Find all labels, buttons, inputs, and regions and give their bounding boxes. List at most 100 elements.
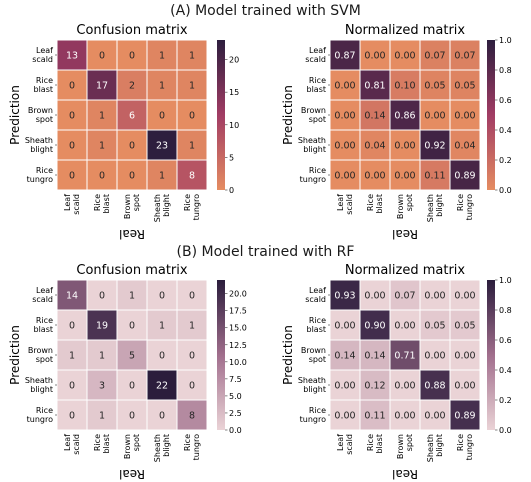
heatmap-cell [449, 339, 481, 371]
column-tick-label: Leafscald [336, 194, 354, 215]
colorbar-tick-label: 0.4 [499, 366, 512, 375]
svm-normalized-matrix-heatmap: Normalized matrix 0.87 0.00 0.00 0.07 0.07 0.0… [281, 23, 512, 241]
colorbar-tick-label: 15 [229, 88, 239, 97]
colorbar-tick-label: 10 [229, 121, 239, 130]
colorbar-tick-label: 5.0 [229, 392, 242, 401]
cell-value-label: 0 [159, 351, 165, 362]
heatmap-cell [449, 39, 481, 71]
colorbar-tick-label: 0.2 [499, 396, 512, 405]
heatmap-cell [86, 279, 118, 311]
heatmap-cell [146, 399, 178, 431]
colorbar-tick-label: 0.4 [499, 126, 512, 135]
y-axis-label: Prediction [281, 325, 295, 385]
colorbar-tick-label: 20.0 [229, 290, 247, 299]
rf-confusion-matrix-heatmap: Confusion matrix 14 0 1 0 0 0 19 0 1 1 1 1 5 0 0 0 3 0 22 0 0… [8, 263, 247, 481]
cell-value-label: 13 [66, 51, 78, 62]
heatmap-cell [419, 39, 451, 71]
heatmap-cell [449, 369, 481, 401]
column-tick-label: Leafscald [63, 434, 81, 455]
column-tick-label: Brownspot [123, 434, 141, 459]
cell-value-label: 0 [69, 81, 75, 92]
x-axis-label: Real [119, 227, 145, 241]
cell-value-label: 0.00 [424, 111, 445, 122]
cell-value-label: 0.00 [334, 141, 355, 152]
column-tick-label: Ricetungro [456, 434, 474, 460]
cell-value-label: 0.05 [424, 321, 445, 332]
cell-value-label: 0.71 [394, 351, 415, 362]
cell-value-label: 0.04 [454, 141, 475, 152]
row-tick-label: Leaf scald [305, 286, 326, 304]
cell-value-label: 0.81 [364, 81, 385, 92]
chart-title: Normalized matrix [345, 263, 466, 278]
cell-value-label: 0 [159, 291, 165, 302]
heatmap-cell [419, 279, 451, 311]
y-axis-label: Prediction [281, 85, 295, 145]
colorbar-tick-label: 0.6 [499, 96, 512, 105]
colorbar-tick-label: 15.0 [229, 324, 247, 333]
colorbar-tick-label: 10.0 [229, 358, 247, 367]
heatmap-cell [389, 99, 421, 131]
cell-value-label: 22 [156, 381, 168, 392]
cell-value-label: 0.07 [424, 51, 445, 62]
cell-value-label: 0.00 [334, 381, 355, 392]
row-tick-label: Sheath blight [25, 376, 53, 394]
cell-value-label: 0.07 [454, 51, 475, 62]
cell-value-label: 0.00 [394, 411, 415, 422]
cell-value-label: 6 [129, 111, 135, 122]
cell-value-label: 0.90 [364, 321, 385, 332]
cell-value-label: 1 [159, 171, 165, 182]
row-tick-label: Sheath blight [25, 136, 53, 154]
cell-value-label: 0 [129, 381, 135, 392]
column-tick-label: Sheathblight [153, 194, 171, 222]
column-tick-label: Sheathblight [153, 434, 171, 462]
heatmap-cell [146, 309, 178, 341]
heatmap-cell [389, 39, 421, 71]
column-tick-label: Riceblast [366, 194, 384, 214]
heatmap-cell [419, 99, 451, 131]
heatmap-cell [389, 279, 421, 311]
heatmap-cell [389, 399, 421, 431]
cell-value-label: 1 [189, 81, 195, 92]
cell-value-label: 0 [99, 291, 105, 302]
cell-value-label: 0 [189, 351, 195, 362]
cell-value-label: 0.00 [364, 171, 385, 182]
cell-value-label: 1 [69, 351, 75, 362]
heatmap-cell [56, 309, 88, 341]
cell-value-label: 0 [129, 411, 135, 422]
heatmap-cell [359, 369, 391, 401]
colorbar-tick-label: 0.0 [229, 426, 242, 435]
colorbar-tick-label: 5 [229, 153, 234, 162]
heatmap-cell [176, 399, 208, 431]
heatmap-cell [86, 159, 118, 191]
cell-value-label: 5 [129, 351, 135, 362]
cell-value-label: 0.12 [364, 381, 385, 392]
colorbar-tick-label: 0.0 [499, 426, 512, 435]
heatmap-cell [419, 369, 451, 401]
row-tick-label: Brown spot [301, 106, 326, 124]
cell-value-label: 0.00 [454, 291, 475, 302]
heatmap-cell [449, 399, 481, 431]
cell-value-label: 0.00 [334, 321, 355, 332]
colorbar-tick-label: 0.8 [499, 306, 512, 315]
cell-value-label: 19 [96, 321, 108, 332]
row-tick-label: Rice blast [33, 76, 53, 94]
section-title-rf: (B) Model trained with RF [176, 244, 355, 260]
cell-value-label: 23 [156, 141, 168, 152]
cell-value-label: 0 [99, 171, 105, 182]
heatmap-cell [176, 129, 208, 161]
heatmap-cell [419, 129, 451, 161]
cell-value-label: 0.00 [364, 51, 385, 62]
row-tick-label: Sheath blight [298, 376, 326, 394]
column-tick-label: Brownspot [123, 194, 141, 219]
cell-value-label: 1 [189, 51, 195, 62]
cell-value-label: 0.11 [424, 171, 445, 182]
rf-normalized-matrix-heatmap: Normalized matrix 0.93 0.00 0.07 0.00 0.00 0.0… [281, 263, 512, 481]
cell-value-label: 0.05 [424, 81, 445, 92]
row-tick-label: Rice tungro [27, 406, 53, 424]
cell-value-label: 0.00 [394, 171, 415, 182]
heatmap-cell [176, 369, 208, 401]
chart-title: Confusion matrix [76, 263, 187, 278]
column-tick-label: Brownspot [396, 434, 414, 459]
x-axis-label: Real [119, 467, 145, 481]
cell-value-label: 0.00 [394, 321, 415, 332]
